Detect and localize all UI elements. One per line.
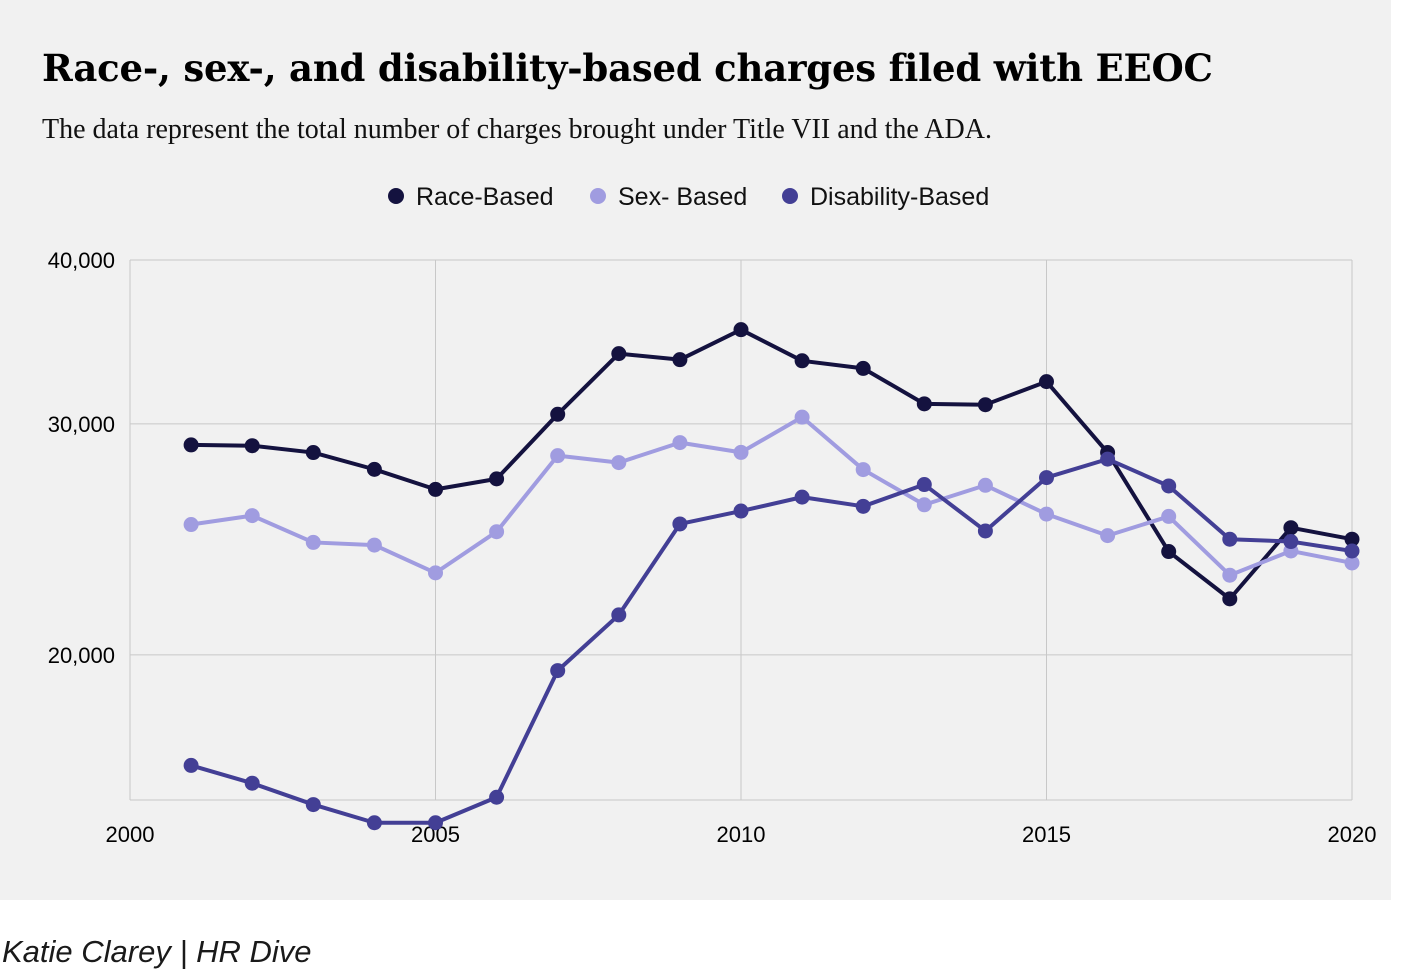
data-point	[1039, 470, 1054, 486]
data-point	[1100, 451, 1116, 467]
chart-card: Race-, sex-, and disability-based charge…	[0, 0, 1391, 900]
legend-item: Disability-Based	[782, 183, 989, 211]
data-point	[611, 455, 627, 471]
data-point	[1344, 531, 1360, 547]
data-point	[1161, 508, 1177, 524]
data-point	[183, 437, 199, 453]
data-point	[489, 524, 505, 540]
data-point	[1222, 531, 1238, 547]
legend-label: Disability-Based	[810, 183, 989, 211]
x-tick-label: 2000	[106, 822, 155, 847]
data-point	[244, 508, 260, 524]
data-point	[1161, 478, 1177, 494]
data-point	[611, 346, 627, 362]
data-point	[366, 815, 382, 831]
legend-label: Sex- Based	[618, 183, 747, 211]
data-point	[794, 353, 810, 369]
data-point	[489, 789, 505, 805]
data-point	[1222, 567, 1238, 583]
data-point	[183, 757, 199, 773]
series-line-2	[189, 457, 1354, 825]
data-point	[489, 471, 505, 487]
series-line-1	[189, 415, 1354, 578]
data-point	[916, 497, 932, 513]
line-chart: Race-Based Sex- Based Disability-Based 200…	[48, 183, 1377, 847]
data-point	[1344, 543, 1360, 559]
data-point	[1283, 534, 1299, 550]
data-point	[855, 498, 871, 514]
legend-item: Race-Based	[388, 183, 554, 211]
data-point	[977, 397, 993, 413]
chart-grid	[129, 259, 1353, 801]
legend-marker	[590, 188, 606, 204]
data-point	[244, 438, 260, 454]
legend-marker	[782, 188, 798, 204]
data-point	[733, 503, 749, 519]
data-point	[1222, 591, 1238, 607]
data-point	[428, 481, 443, 497]
data-point	[305, 534, 321, 550]
data-point	[1344, 555, 1360, 571]
data-point	[794, 409, 810, 425]
chart-subtitle: The data represent the total number of c…	[42, 114, 992, 145]
data-point	[244, 775, 260, 791]
chart-legend: Race-Based Sex- Based Disability-Based	[388, 183, 989, 211]
x-tick-label: 2015	[1022, 822, 1071, 847]
x-tick-label: 2010	[717, 822, 766, 847]
data-point	[1161, 544, 1177, 560]
data-point	[916, 396, 932, 412]
data-point	[366, 461, 382, 477]
data-point	[366, 537, 382, 553]
chart-title: Race-, sex-, and disability-based charge…	[42, 46, 1213, 90]
data-point	[550, 663, 566, 679]
data-point	[428, 565, 443, 581]
data-point	[428, 815, 443, 831]
data-point	[672, 435, 688, 451]
data-point	[855, 360, 871, 376]
data-point	[550, 448, 566, 464]
data-point	[1039, 506, 1054, 522]
data-point	[1039, 374, 1054, 390]
data-point	[305, 797, 321, 813]
data-point	[1100, 528, 1116, 544]
chart-series	[183, 322, 1360, 831]
y-tick-label: 30,000	[48, 412, 115, 437]
data-point	[550, 406, 566, 422]
y-tick-label: 40,000	[48, 248, 115, 273]
x-tick-label: 2020	[1328, 822, 1377, 847]
data-point	[672, 352, 688, 368]
data-point	[855, 462, 871, 478]
data-point	[183, 517, 199, 533]
legend-item: Sex- Based	[590, 183, 747, 211]
data-point	[794, 489, 810, 505]
data-point	[916, 477, 932, 493]
data-point	[733, 444, 749, 460]
data-point	[733, 322, 749, 338]
data-point	[611, 607, 627, 623]
data-point	[977, 477, 993, 493]
data-point	[977, 523, 993, 539]
byline-credit: Katie Clarey | HR Dive	[2, 934, 312, 969]
legend-label: Race-Based	[416, 183, 554, 211]
data-point	[1283, 520, 1299, 536]
data-point	[305, 445, 321, 461]
data-point	[672, 516, 688, 532]
y-tick-label: 20,000	[48, 643, 115, 668]
legend-marker	[388, 188, 404, 204]
series-line-0	[189, 327, 1354, 601]
